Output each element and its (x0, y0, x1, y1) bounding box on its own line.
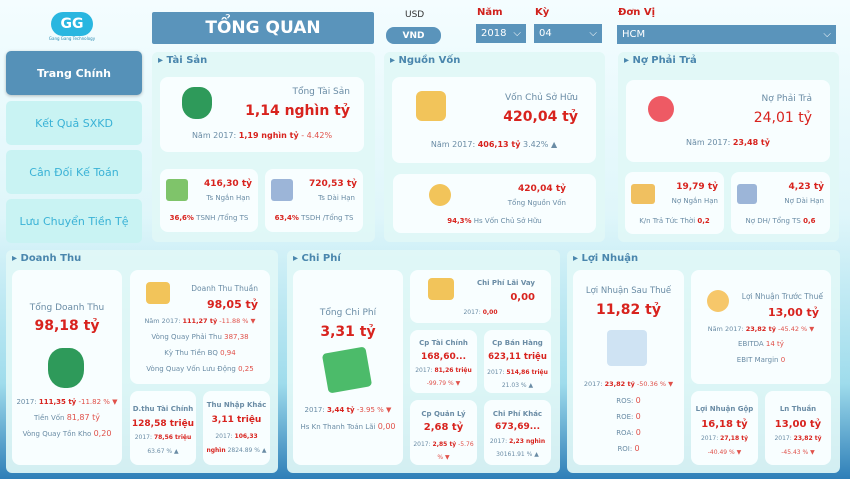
currency-vnd-button[interactable]: VND (386, 27, 441, 44)
panel-title: Doanh Thu (20, 253, 82, 264)
chevron-down-icon: ⌵ (589, 28, 597, 39)
panel-nguon-von: ▸ Nguồn Vốn Vốn Chủ Sở Hữu 420,04 tỷ Năm… (384, 52, 605, 242)
net-revenue-card: Doanh Thu Thuần 98,05 tỷ Năm 2017: 111,2… (130, 270, 270, 384)
debt-burden-icon (648, 96, 674, 122)
currency-usd-option[interactable]: USD (405, 10, 425, 20)
logo: GG Gang Gang Technology (48, 12, 96, 46)
money-hand-icon (416, 91, 446, 121)
unit-select[interactable]: HCM ⌵ (617, 25, 836, 44)
cash-coins-icon (321, 346, 373, 394)
total-capital-card: 420,04 tỷ Tổng Nguồn Vốn 94,3% Hs Vốn Ch… (393, 174, 596, 233)
scale-icon (631, 184, 655, 204)
admin-cost-card: Cp Quản Lý 2,68 tỷ 2017: 2,85 tỷ -5.76 %… (410, 400, 477, 465)
total-revenue-card: Tổng Doanh Thu 98,18 tỷ 2017: 111,35 tỷ … (12, 270, 122, 465)
equity-card: Vốn Chủ Sở Hữu 420,04 tỷ Năm 2017: 406,1… (392, 77, 596, 163)
year-select[interactable]: 2018 ⌵ (476, 24, 526, 43)
panel-title: Nợ Phải Trả (632, 55, 697, 66)
panel-chi-phi: ▸ Chi Phí Tổng Chi Phí 3,31 tỷ 2017: 3,4… (287, 250, 560, 473)
panel-doanh-thu: ▸ Doanh Thu Tổng Doanh Thu 98,18 tỷ 2017… (6, 250, 278, 473)
money-bag-icon (48, 348, 84, 388)
coins-up-icon (428, 278, 454, 300)
period-label: Kỳ (535, 7, 550, 18)
panel-no-phai-tra: ▸ Nợ Phải Trả Nợ Phải Trả 24,01 tỷ Năm 2… (618, 52, 839, 242)
gross-profit-card: Lợi Nhuận Gộp 16,18 tỷ 2017: 27,18 tỷ -4… (691, 391, 758, 465)
sidebar-item-trang-chinh[interactable]: Trang Chính (6, 51, 142, 95)
chevron-down-icon: ⌵ (513, 28, 521, 39)
net-profit-card: Ln Thuần 13,00 tỷ 2017: 23,82 tỷ -45.43 … (765, 391, 831, 465)
panel-title: Tài Sản (166, 55, 208, 66)
interest-cost-card: Chi Phí Lãi Vay 0,00 2017: 0,00 (410, 270, 551, 323)
coin-hands-icon (707, 290, 729, 312)
financial-cost-card: Cp Tài Chính 168,60... 2017: 81,26 triệu… (410, 330, 477, 393)
long-term-debt-card: 4,23 tỷ Nợ Dài Hạn Nợ DH/ Tổng TS 0,6 (731, 172, 830, 234)
total-cost-card: Tổng Chi Phí 3,31 tỷ 2017: 3,44 tỷ -3.95… (293, 270, 403, 465)
short-term-debt-card: 19,79 tỷ Nợ Ngắn Hạn K/n Trả Tức Thời 0,… (625, 172, 724, 234)
panel-title: Chi Phí (301, 253, 341, 264)
financial-revenue-card: D.thu Tài Chính 128,58 triệu 2017: 78,56… (130, 391, 196, 465)
chart-money-icon (166, 179, 188, 201)
panel-tai-san: ▸ Tài Sản Tổng Tài Sản 1,14 nghìn tỷ Năm… (152, 52, 375, 242)
liabilities-card: Nợ Phải Trả 24,01 tỷ Năm 2017: 23,48 tỷ (626, 80, 830, 162)
money-calculator-icon (146, 282, 170, 304)
business-analytics-icon (607, 330, 647, 366)
period-select[interactable]: 04 ⌵ (534, 24, 602, 43)
panel-title: Lợi Nhuận (581, 253, 639, 264)
money-bag-icon (182, 87, 212, 119)
panel-loi-nhuan: ▸ Lợi Nhuận Lợi Nhuận Sau Thuế 11,82 tỷ … (567, 250, 840, 473)
year-label: Năm (477, 7, 503, 18)
page-title: TỔNG QUAN (152, 12, 374, 44)
unit-label: Đơn Vị (618, 7, 656, 18)
panel-title: Nguồn Vốn (398, 55, 461, 66)
sidebar-item-luu-chuyen-tien-te[interactable]: Lưu Chuyển Tiền Tệ (6, 199, 142, 243)
long-term-assets-card: 720,53 tỷ Ts Dài Hạn 63,4% TSDH /Tổng TS (265, 169, 363, 232)
sidebar-item-ket-qua-sxkd[interactable]: Kết Quả SXKD (6, 101, 142, 145)
profit-before-tax-card: Lợi Nhuận Trước Thuế 13,00 tỷ Năm 2017: … (691, 270, 831, 384)
calculator-report-icon (271, 179, 293, 201)
other-cost-card: Chi Phí Khác 673,69... 2017: 2,23 nghìn … (484, 400, 551, 465)
total-assets-card: Tổng Tài Sản 1,14 nghìn tỷ Năm 2017: 1,1… (160, 77, 364, 152)
other-income-card: Thu Nhập Khác 3,11 triệu 2017: 106,33 ng… (203, 391, 270, 465)
chevron-down-icon: ⌵ (823, 29, 831, 40)
calendar-icon (737, 184, 757, 204)
sales-cost-card: Cp Bán Hàng 623,11 triệu 2017: 514,86 tr… (484, 330, 551, 393)
sidebar-item-can-doi-ke-toan[interactable]: Cân Đối Kế Toán (6, 150, 142, 194)
short-term-assets-card: 416,30 tỷ Ts Ngắn Hạn 36,6% TSNH /Tổng T… (160, 169, 258, 232)
profit-after-tax-card: Lợi Nhuận Sau Thuế 11,82 tỷ 2017: 23,82 … (573, 270, 684, 465)
coin-bag-icon (429, 184, 451, 206)
